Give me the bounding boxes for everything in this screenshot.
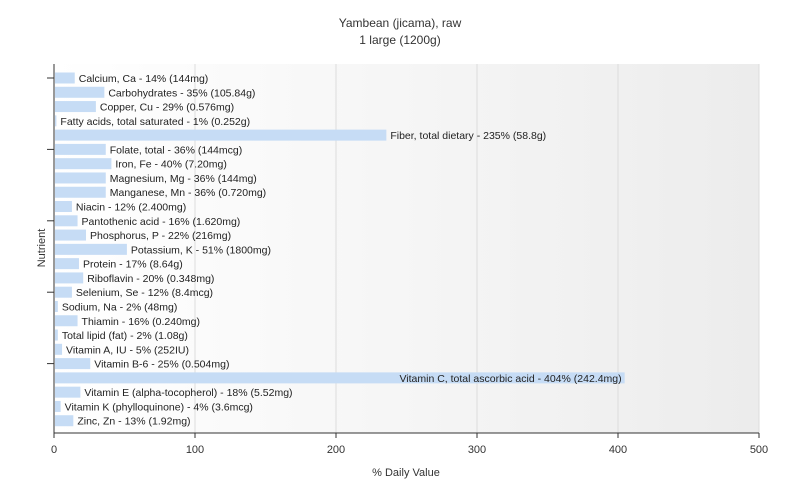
bar-label: Vitamin B-6 - 25% (0.504mg): [94, 359, 229, 371]
bar: [55, 243, 127, 255]
bar-label: Zinc, Zn - 13% (1.92mg): [77, 416, 190, 428]
x-tick-label: 0: [51, 444, 57, 456]
x-tick-labels: 0 100 200 300 400 500: [51, 444, 768, 456]
bar: [55, 286, 72, 298]
bar-label: Copper, Cu - 29% (0.576mg): [100, 102, 234, 114]
bar-label: Sodium, Na - 2% (48mg): [62, 301, 178, 313]
bar: [55, 258, 79, 270]
x-axis-label: % Daily Value: [372, 467, 440, 479]
bar: [55, 129, 387, 141]
bar-label: Protein - 17% (8.64g): [83, 259, 183, 271]
bar: [55, 186, 106, 198]
bar-label: Niacin - 12% (2.400mg): [76, 202, 186, 214]
bar: [55, 400, 61, 412]
bar: [55, 415, 74, 427]
bar: [55, 372, 625, 384]
gridlines: [53, 64, 760, 438]
bar-label: Vitamin A, IU - 5% (252IU): [66, 344, 189, 356]
x-tick-label: 200: [327, 444, 345, 456]
bar: [55, 143, 106, 155]
y-axis-label: Nutrient: [36, 229, 48, 268]
bar: [55, 272, 84, 284]
bar: [55, 72, 75, 84]
bar-label: Magnesium, Mg - 36% (144mg): [110, 173, 257, 185]
bar-label: Folate, total - 36% (144mcg): [110, 144, 242, 156]
chart-subtitle: 1 large (1200g): [359, 33, 440, 47]
bar-label: Phosphorus, P - 22% (216mg): [90, 230, 231, 242]
bar-label: Calcium, Ca - 14% (144mg): [79, 73, 209, 85]
bar-label: Thiamin - 16% (0.240mg): [82, 316, 200, 328]
bar-label: Iron, Fe - 40% (7.20mg): [115, 159, 226, 171]
bar-label: Vitamin C, total ascorbic acid - 404% (2…: [399, 373, 621, 385]
bar-label: Carbohydrates - 35% (105.84g): [108, 87, 255, 99]
bars: Calcium, Ca - 14% (144mg) Carbohydrates -…: [55, 72, 625, 428]
bar-label: Vitamin E (alpha-tocopherol) - 18% (5.52…: [84, 387, 292, 399]
bar-label: Fiber, total dietary - 235% (58.8g): [390, 130, 546, 142]
bar: [55, 86, 105, 98]
bar-label: Riboflavin - 20% (0.348mg): [87, 273, 214, 285]
x-tick-label: 400: [609, 444, 627, 456]
axes: [47, 64, 759, 434]
bar-label: Fatty acids, total saturated - 1% (0.252…: [60, 116, 250, 128]
x-tick-label: 500: [750, 444, 768, 456]
bar: [55, 158, 112, 170]
bar: [55, 315, 78, 327]
bar-label: Potassium, K - 51% (1800mg): [131, 244, 271, 256]
bar: [55, 115, 57, 127]
x-tick-label: 100: [186, 444, 204, 456]
bar: [55, 343, 63, 355]
bar-label: Selenium, Se - 12% (8.4mcg): [76, 287, 213, 299]
bar-label: Pantothenic acid - 16% (1.620mg): [82, 216, 241, 228]
bar-label: Total lipid (fat) - 2% (1.08g): [62, 330, 188, 342]
bar: [55, 229, 87, 241]
bar: [55, 201, 72, 213]
bar: [55, 358, 91, 370]
chart-title: Yambean (jicama), raw: [339, 16, 462, 30]
plot-area: [54, 64, 759, 433]
bar: [55, 300, 58, 312]
bar: [55, 215, 78, 227]
bar-label: Manganese, Mn - 36% (0.720mg): [110, 187, 266, 199]
bar: [55, 101, 96, 113]
bar: [55, 172, 106, 184]
bar: [55, 329, 58, 341]
bar-label: Vitamin K (phylloquinone) - 4% (3.6mcg): [65, 401, 253, 413]
x-tick-label: 300: [468, 444, 486, 456]
bar: [55, 386, 81, 398]
